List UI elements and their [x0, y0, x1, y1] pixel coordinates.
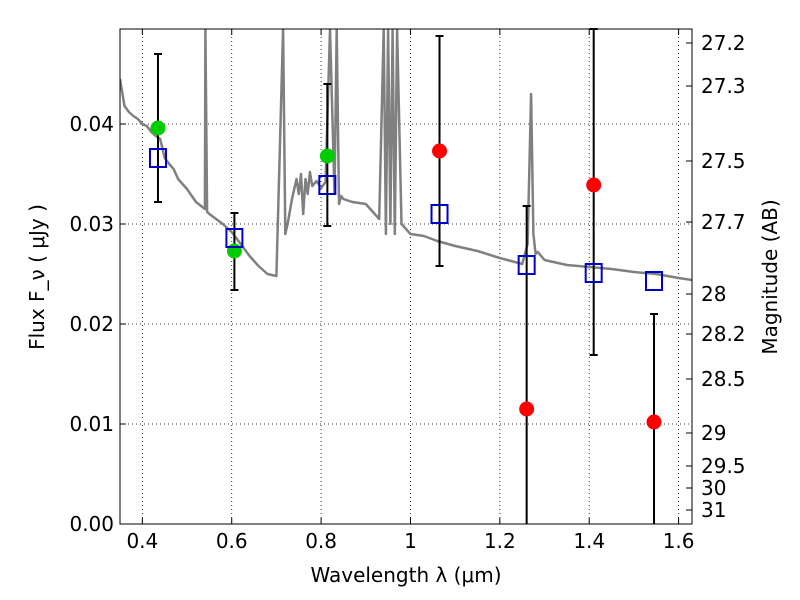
right-tick-label: 28	[701, 282, 726, 306]
x-tick-label: 1	[404, 529, 417, 553]
right-tick-label: 28.2	[701, 322, 746, 346]
error-bars	[153, 28, 659, 524]
y-tick-label: 0.02	[69, 312, 114, 336]
y-tick-label: 0.01	[69, 412, 114, 436]
right-tick-label: 27.5	[701, 149, 746, 173]
data-markers	[148, 120, 664, 430]
model-square-marker	[148, 148, 167, 168]
y-tick-label: 0.04	[69, 112, 114, 136]
green-data-point	[150, 120, 166, 136]
green-data-point	[226, 243, 242, 259]
x-tick-label: 1.2	[484, 529, 516, 553]
right-tick-label: 27.3	[701, 74, 746, 98]
y-tick-label: 0.00	[69, 512, 114, 536]
y-axis-label: Flux F_ν ( μJy )	[25, 204, 49, 350]
red-data-point	[586, 177, 602, 193]
x-tick-label: 0.6	[216, 529, 248, 553]
model-square-marker	[584, 263, 603, 283]
red-data-point	[646, 414, 662, 430]
right-tick-label: 29.5	[701, 454, 746, 478]
y-tick-label: 0.03	[69, 212, 114, 236]
green-data-point	[319, 148, 335, 164]
axis-ticks: 0.4 0.6 0.8 1 1.2 1.4 1.6 0.00 0.01 0.02 0.03 0.04 2…	[69, 29, 746, 553]
right-tick-label: 29	[701, 421, 726, 445]
red-data-point	[519, 401, 535, 417]
spectrum-line	[120, 29, 692, 282]
model-square-marker	[517, 255, 536, 275]
model-square-marker	[225, 228, 244, 248]
x-axis-label: Wavelength λ (μm)	[310, 563, 501, 587]
right-tick-label: 31	[701, 498, 726, 522]
x-tick-label: 1.4	[573, 529, 605, 553]
model-square-marker	[430, 204, 449, 224]
right-tick-label: 27.7	[701, 210, 746, 234]
model-square-marker	[318, 175, 337, 195]
right-tick-label: 27.2	[701, 31, 746, 55]
right-tick-label: 28.5	[701, 367, 746, 391]
x-tick-label: 0.8	[305, 529, 337, 553]
red-data-point	[432, 143, 448, 159]
right-axis-label: Magnitude (AB)	[758, 199, 782, 354]
model-square-marker	[645, 271, 664, 291]
plot-frame	[119, 28, 693, 525]
x-tick-label: 0.4	[126, 529, 158, 553]
x-tick-label: 1.6	[663, 529, 695, 553]
model-spectrum	[120, 29, 692, 282]
right-tick-label: 30	[701, 476, 726, 500]
